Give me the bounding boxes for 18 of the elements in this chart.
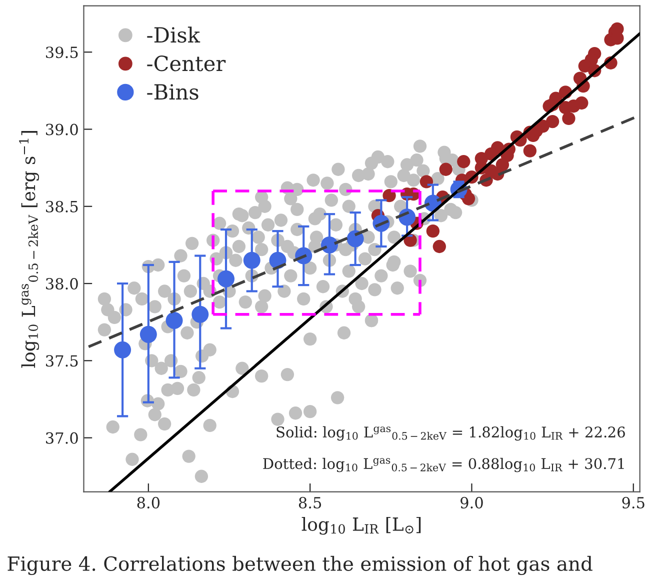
legend-label: -Disk [147,26,200,43]
text: Dotted: log$_{10}$ L$^{gas}$$_{0.5−2keV}$ = 0.88log$_{10}$ L$_{IR}$ + 30.71 [263,458,624,472]
y-tick-label: 37.0 [46,432,78,444]
x-tick-label: 9.0 [460,496,483,508]
y-axis-title: log$_{10}$ L$^{gas}$$_{0.5−2keV}$ [erg s$^{−1}$] [19,131,40,368]
x-tick-label: 8.5 [298,496,322,508]
x-tick-label: 8.0 [137,496,160,508]
y-tick-label: 39.5 [46,46,78,58]
y-tick-label: 39.0 [46,124,78,136]
text: Solid: log$_{10}$ L$^{gas}$$_{0.5−2keV}$ = 1.82log$_{10}$ L$_{IR}$ + 22.26 [276,426,625,441]
caption: Figure 4. Correlations between the emission of hot gas and [8,556,592,576]
legend-label: -Bins [147,84,198,100]
x-axis-title: log$_{10}$ L$_{IR}$ [L$_{⊙}$] [302,516,421,535]
y-tick-label: 38.0 [46,278,78,290]
y-tick-label: 37.5 [46,355,78,367]
y-tick-label: 38.5 [46,200,78,212]
legend-label: -Center [147,56,226,72]
x-tick-label: 9.5 [622,496,644,508]
